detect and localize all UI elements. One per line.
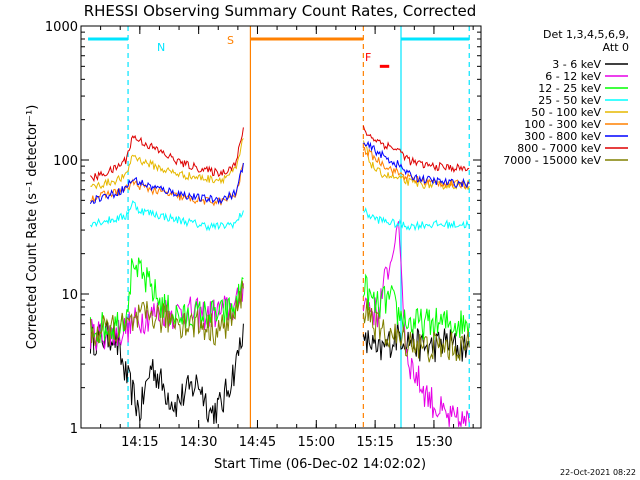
y-axis-label: Corrected Count Rate (s⁻¹ detector⁻¹) [25,105,40,350]
y-tick-label: 1000 [45,20,78,35]
chart-title: RHESSI Observing Summary Count Rates, Co… [84,2,477,20]
legend-label: 800 - 7000 keV [517,142,601,155]
legend-label: 25 - 50 keV [538,94,601,107]
y-tick-label: 100 [53,154,78,169]
x-tick-label: 14:30 [180,435,217,450]
series-lines [89,125,470,427]
legend-label: 100 - 300 keV [524,118,601,131]
series-line [90,200,244,232]
x-tick-label: 14:45 [239,435,276,450]
x-axis: 14:15 14:30 14:45 15:00 15:15 15:30 [80,26,474,450]
legend-header-detectors: Det 1,3,4,5,6,9, [543,28,629,41]
series-line [89,162,244,205]
saa-annotation: S [227,34,234,47]
legend-header-attenuator: Att 0 [603,41,629,54]
plot-frame [80,25,482,429]
series-line [90,138,244,190]
legend-label: 12 - 25 keV [538,82,601,95]
x-tick-label: 15:15 [356,435,393,450]
y-tick-label: 1 [70,422,78,437]
legend-label: 50 - 100 keV [531,106,601,119]
x-tick-label: 15:00 [298,435,335,450]
series-line [89,280,244,347]
x-tick-label: 15:30 [415,435,452,450]
legend-label: 7000 - 15000 keV [503,154,601,167]
x-axis-label: Start Time (06-Dec-02 14:02:02) [214,457,426,472]
y-tick-label: 10 [61,288,78,303]
night-annotation: N [157,41,165,54]
series-line [362,125,470,174]
vertical-markers [127,26,470,428]
x-tick-label: 14:15 [121,435,158,450]
flare-annotation: F [365,51,371,64]
series-line [363,140,470,189]
series-line [363,207,470,232]
series-line [90,127,244,183]
status-bars [88,37,470,68]
series-line [362,299,470,363]
timestamp: 22-Oct-2021 08:22 [560,468,636,477]
series-line [89,320,244,425]
legend-label: 300 - 800 keV [524,130,601,143]
legend-label: 6 - 12 keV [545,70,601,83]
legend-label: 3 - 6 keV [552,58,601,71]
series-line [362,221,470,427]
y-axis: 1 10 100 1000 [45,20,481,437]
